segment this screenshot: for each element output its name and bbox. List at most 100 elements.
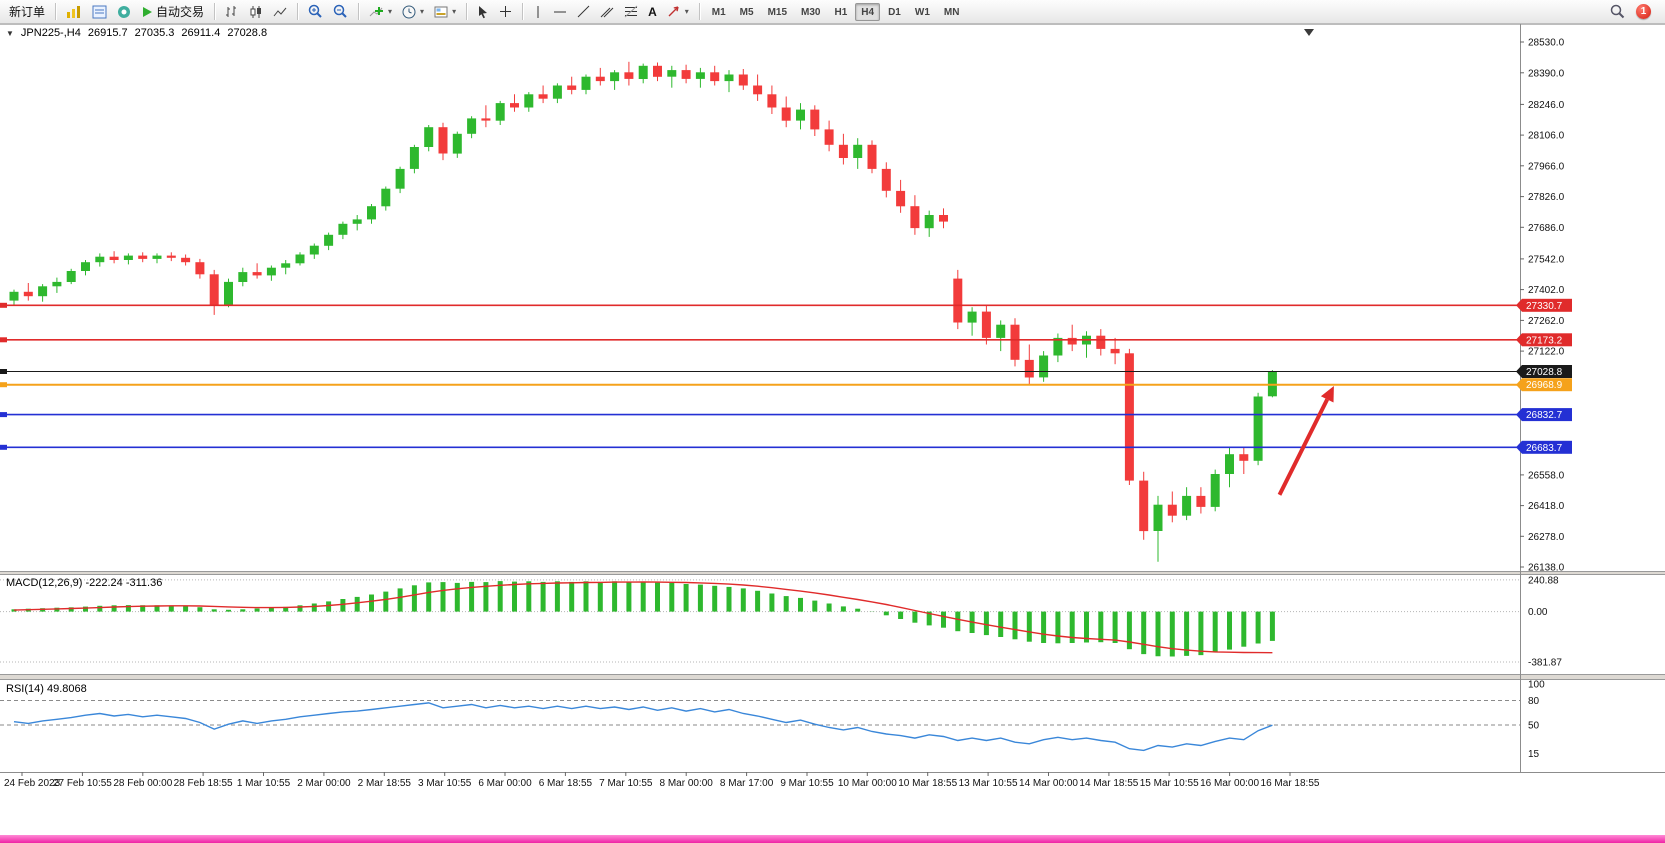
trend-arrow-annotation[interactable] xyxy=(1277,386,1334,496)
horizontal-line-button[interactable] xyxy=(549,2,571,22)
search-button[interactable] xyxy=(1606,2,1629,22)
price-tick-label: 27122.0 xyxy=(1528,347,1565,358)
panel-splitter[interactable] xyxy=(0,674,1665,680)
timeframe-mn[interactable]: MN xyxy=(938,3,966,21)
price-line-26832.7[interactable] xyxy=(0,412,1520,418)
candle xyxy=(524,92,534,112)
vertical-line-button[interactable] xyxy=(529,2,547,22)
navigator-button[interactable] xyxy=(113,2,135,22)
candle xyxy=(195,258,205,279)
chart-shift-marker[interactable] xyxy=(1304,29,1314,36)
arrows-tool-button[interactable] xyxy=(663,2,693,22)
candle xyxy=(409,144,419,174)
candle xyxy=(1024,344,1034,384)
auto-trading-button[interactable]: 自动交易 xyxy=(137,2,208,22)
price-line-26683.7[interactable] xyxy=(0,444,1520,450)
candlestick-mode-button[interactable] xyxy=(245,2,267,22)
fibonacci-button[interactable] xyxy=(620,2,642,22)
candle xyxy=(810,105,820,136)
time-tick-label: 2 Mar 18:55 xyxy=(358,778,412,789)
candle xyxy=(123,253,133,265)
notification-badge[interactable]: 1 xyxy=(1636,4,1651,19)
bar-chart-mode-button[interactable] xyxy=(221,2,243,22)
candle xyxy=(552,83,562,104)
crosshair-button[interactable] xyxy=(495,2,516,22)
panel-splitter[interactable] xyxy=(0,571,1665,575)
timeframe-m15[interactable]: M15 xyxy=(762,3,793,21)
cursor-button[interactable] xyxy=(473,2,493,22)
price-tag: 26968.9 xyxy=(1516,378,1572,392)
timeframe-m30[interactable]: M30 xyxy=(795,3,826,21)
candle xyxy=(252,263,262,279)
timeframe-m1[interactable]: M1 xyxy=(706,3,732,21)
templates-button[interactable] xyxy=(430,2,460,22)
candle xyxy=(295,252,305,266)
rsi-tick-label: 15 xyxy=(1528,749,1540,760)
time-tick-label: 9 Mar 10:55 xyxy=(780,778,834,789)
timeframe-d1[interactable]: D1 xyxy=(882,3,907,21)
timeframe-h1[interactable]: H1 xyxy=(828,3,853,21)
one-click-trading-toggle[interactable]: ▼ xyxy=(6,28,14,38)
new-order-button[interactable]: 新订单 xyxy=(5,2,49,22)
candle xyxy=(967,307,977,336)
toolbar-separator xyxy=(358,3,360,20)
toolbar-separator xyxy=(214,3,216,20)
candle xyxy=(181,254,191,266)
time-tick-label: 13 Mar 10:55 xyxy=(959,778,1018,789)
candle xyxy=(1182,487,1192,521)
market-watch-button[interactable] xyxy=(88,2,111,22)
text-tool-icon: A xyxy=(648,4,657,19)
candle xyxy=(824,120,834,152)
price-line-27173.2[interactable] xyxy=(0,337,1520,343)
clock-icon xyxy=(402,5,416,19)
bottom-strip xyxy=(0,835,1665,843)
line-chart-mode-button[interactable] xyxy=(269,2,291,22)
time-tick-label: 8 Mar 00:00 xyxy=(660,778,714,789)
candle xyxy=(1096,329,1106,356)
trendline-button[interactable] xyxy=(573,2,594,22)
price-tick-label: 27402.0 xyxy=(1528,285,1565,296)
zoom-in-button[interactable] xyxy=(304,2,327,22)
time-tick-label: 16 Mar 00:00 xyxy=(1200,778,1259,789)
time-tick-label: 16 Mar 18:55 xyxy=(1261,778,1320,789)
trendline-icon xyxy=(577,5,590,18)
candle xyxy=(166,252,176,262)
indicators-button[interactable] xyxy=(365,2,396,22)
price-tag: 26683.7 xyxy=(1516,440,1572,454)
candle xyxy=(838,133,848,165)
charts-button[interactable] xyxy=(62,2,86,22)
price-line-27028.8[interactable] xyxy=(0,369,1520,374)
svg-text:26683.7: 26683.7 xyxy=(1526,443,1563,454)
time-tick-label: 28 Feb 18:55 xyxy=(174,778,233,789)
time-tick-label: 24 Feb 2023 xyxy=(4,778,61,789)
price-tick-label: 28530.0 xyxy=(1528,38,1565,49)
zoom-out-button[interactable] xyxy=(329,2,352,22)
timeframe-h4[interactable]: H4 xyxy=(855,3,881,22)
template-icon xyxy=(434,5,448,19)
navigator-icon xyxy=(117,5,131,19)
price-tick-label: 27826.0 xyxy=(1528,192,1565,203)
chart-canvas[interactable]: 28530.0 28390.0 28246.0 28106.0 27966.0 27826… xyxy=(0,24,1665,835)
candle xyxy=(738,69,748,90)
macd-tick-label: 0.00 xyxy=(1528,607,1548,618)
candle xyxy=(1239,447,1249,474)
time-tick-label: 10 Mar 18:55 xyxy=(898,778,957,789)
bar-close-value: 27028.8 xyxy=(227,27,268,39)
chart-window[interactable]: 28530.0 28390.0 28246.0 28106.0 27966.0 27826… xyxy=(0,24,1665,835)
macd-tick-label: 240.88 xyxy=(1528,575,1559,586)
timeframe-group: M1 M5 M15 M30 H1 H4 D1 W1 MN xyxy=(705,2,967,22)
candle xyxy=(896,179,906,213)
channel-button[interactable] xyxy=(596,2,618,22)
timeframe-m5[interactable]: M5 xyxy=(734,3,760,21)
candle xyxy=(638,63,648,84)
text-tool-button[interactable]: A xyxy=(644,2,661,22)
time-tick-label: 14 Mar 00:00 xyxy=(1019,778,1078,789)
channel-icon xyxy=(600,5,614,18)
price-line-26968.9[interactable] xyxy=(0,382,1520,388)
price-line-27330.7[interactable] xyxy=(0,302,1520,308)
periods-button[interactable] xyxy=(398,2,428,22)
zoom-in-icon xyxy=(308,4,323,19)
timeframe-w1[interactable]: W1 xyxy=(909,3,936,21)
candles xyxy=(9,61,1277,562)
price-tick-label: 27262.0 xyxy=(1528,316,1565,327)
